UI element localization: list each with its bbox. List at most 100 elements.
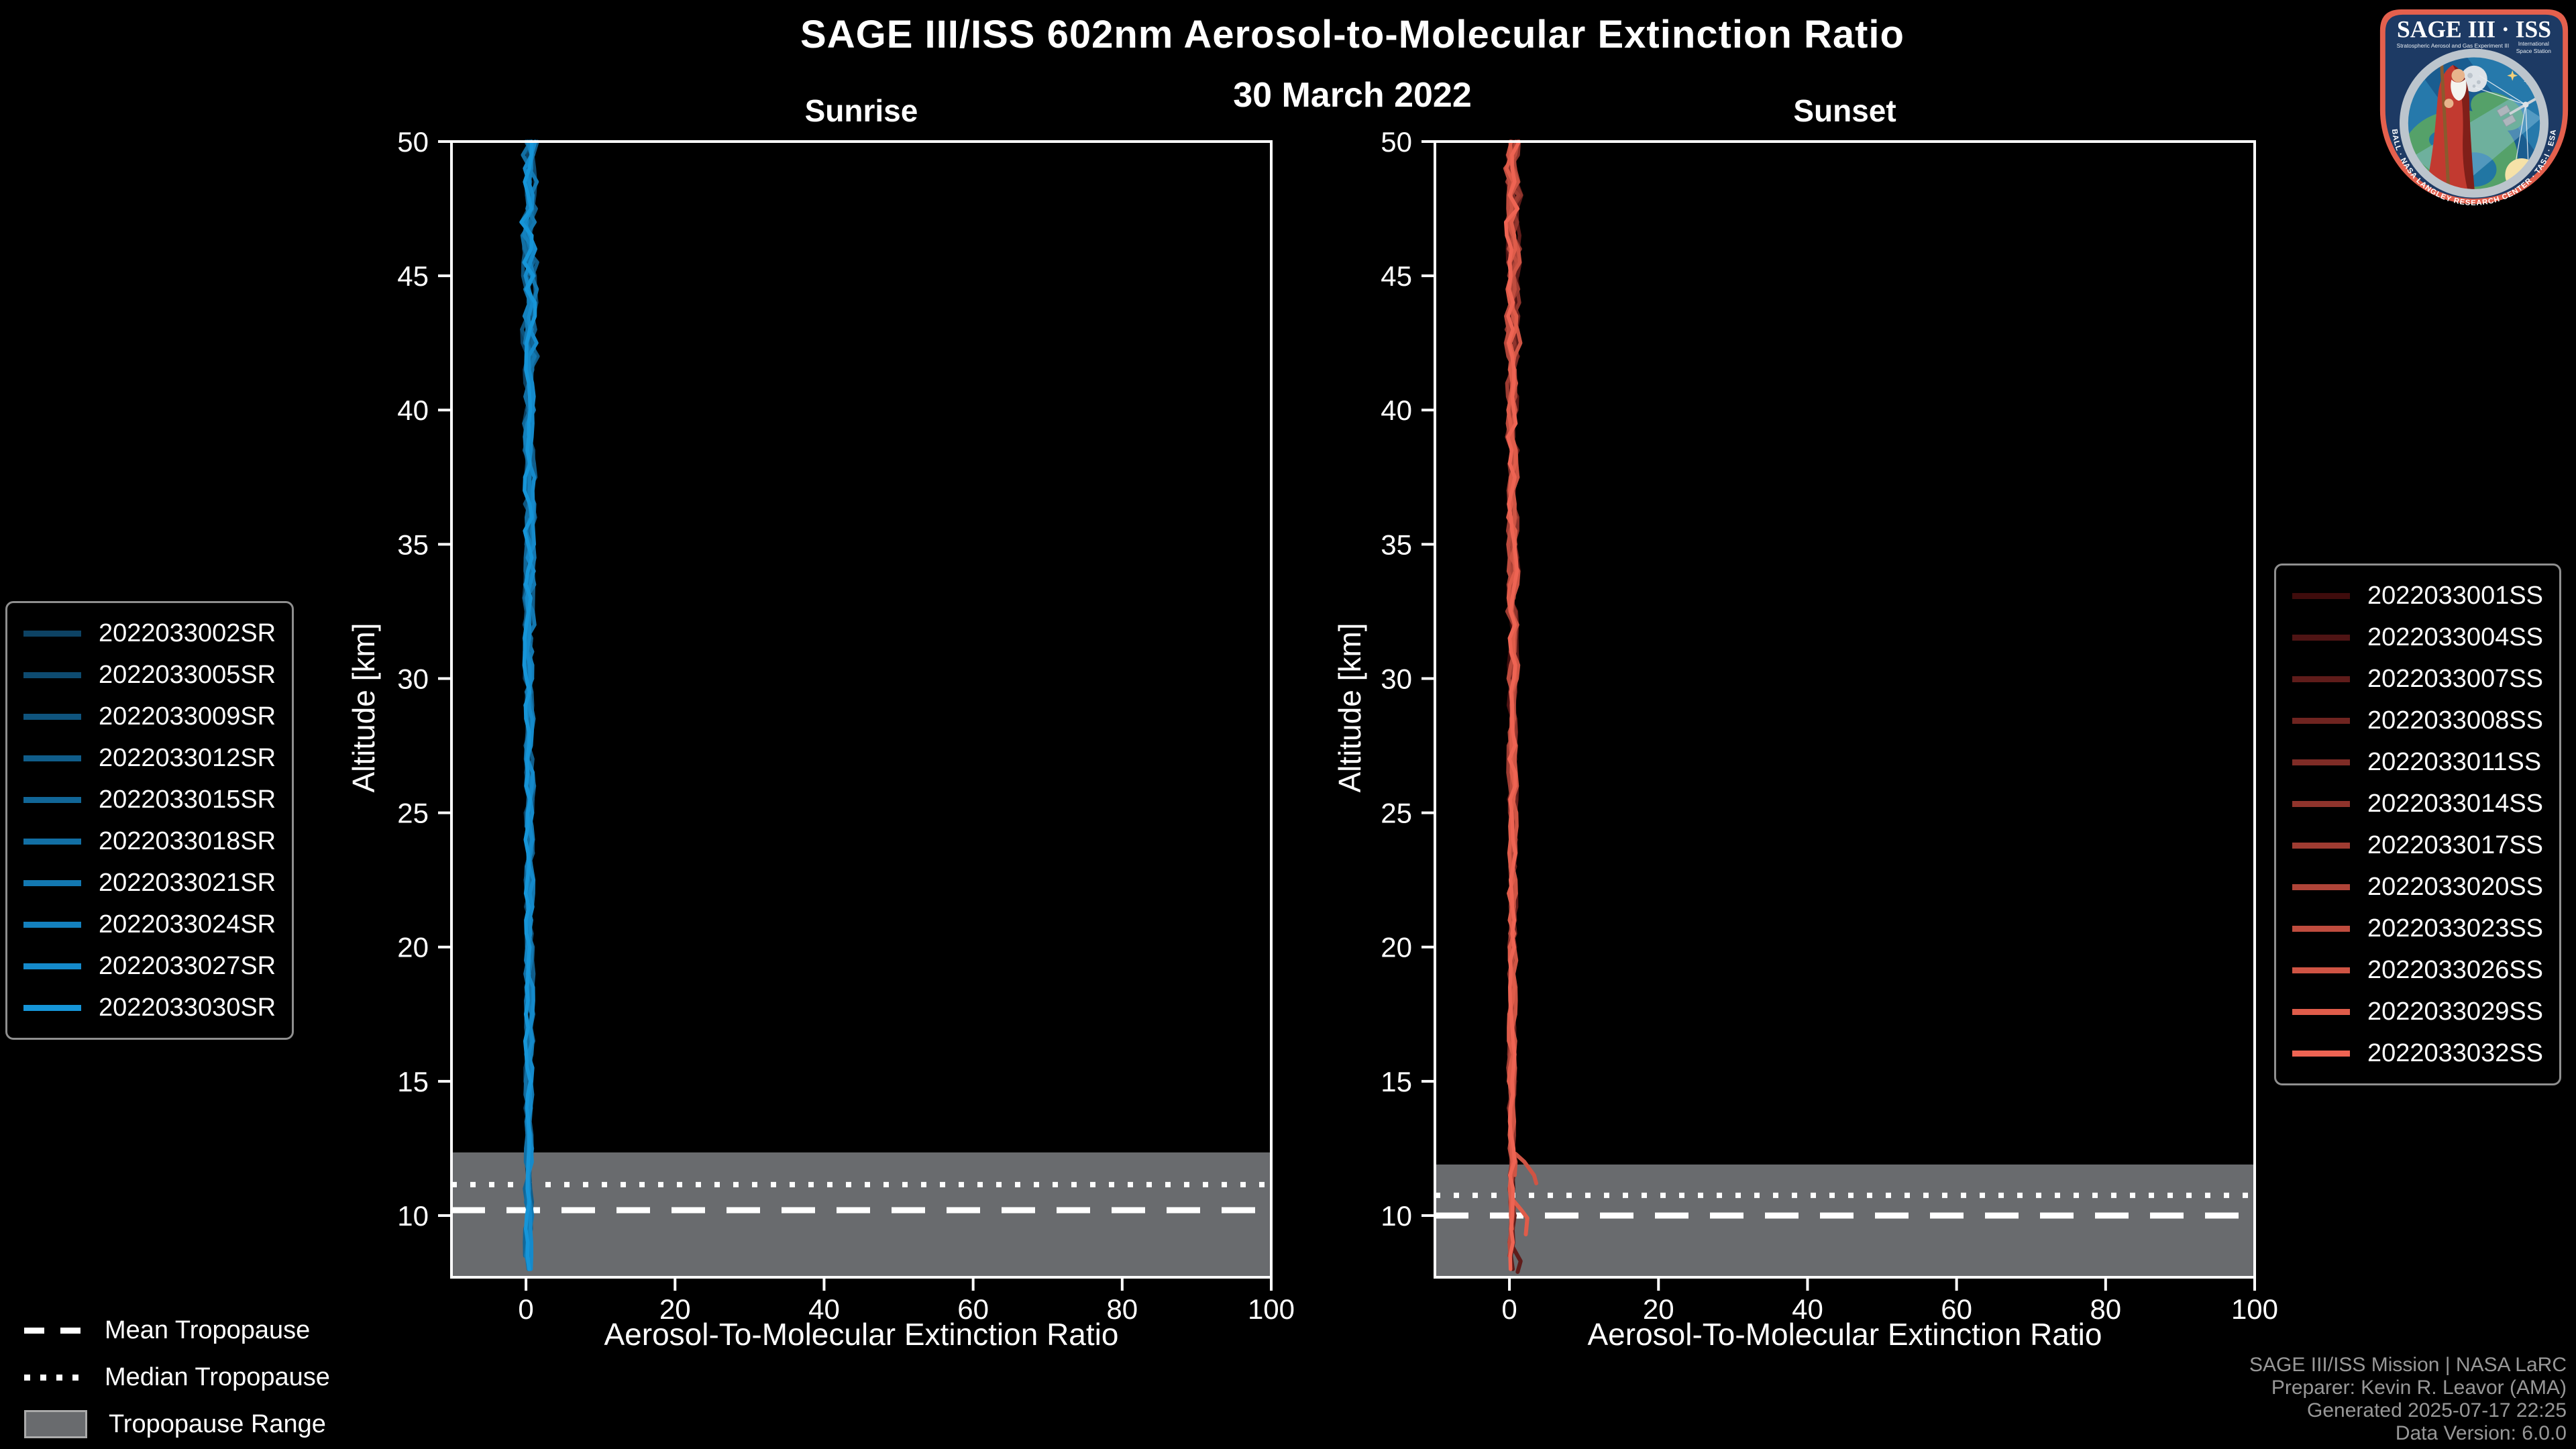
- date-subtitle: 30 March 2022: [1233, 76, 1472, 115]
- legend-label: 2022033001SS: [2367, 581, 2544, 610]
- legend-line-sample: [23, 672, 81, 678]
- legend-line-sample: [23, 630, 81, 637]
- sunrise-x-axis-label: Aerosol-To-Molecular Extinction Ratio: [604, 1317, 1119, 1352]
- legend-label: 2022033021SR: [99, 868, 276, 897]
- legend-line-sample: [2292, 800, 2350, 807]
- legend-item-2022033015SR: 2022033015SR: [23, 779, 276, 820]
- legend-item-2022033023SS: 2022033023SS: [2292, 908, 2543, 949]
- legend-label: 2022033012SR: [99, 743, 276, 772]
- legend-label: 2022033024SR: [99, 910, 276, 938]
- sunset-event-legend: 2022033001SS 2022033004SS 2022033007SS 2022…: [2274, 564, 2562, 1085]
- legend-line-sample: [2292, 1050, 2350, 1057]
- legend-item-2022033012SR: 2022033012SR: [23, 737, 276, 779]
- y-tick-label: 40: [1381, 394, 1412, 426]
- x-tick-label: 20: [1643, 1293, 1674, 1325]
- axes-box: [450, 140, 1273, 1279]
- legend-label: 2022033018SR: [99, 826, 276, 855]
- legend-line-sample: [23, 963, 81, 969]
- tropopause-legend: Mean Tropopause Median Tropopause Tropop…: [24, 1307, 330, 1448]
- y-tick-label: 45: [397, 260, 429, 292]
- legend-item-2022033029SS: 2022033029SS: [2292, 991, 2543, 1032]
- legend-item-2022033024SR: 2022033024SR: [23, 904, 276, 945]
- patch-title: SAGE III · ISS: [2397, 15, 2551, 42]
- legend-line-sample: [23, 1004, 81, 1011]
- legend-item-2022033005SR: 2022033005SR: [23, 654, 276, 696]
- y-tick-label: 50: [1381, 126, 1412, 158]
- mean-tropopause-label: Mean Tropopause: [105, 1316, 311, 1344]
- legend-label: 2022033002SR: [99, 619, 276, 647]
- patch-subtitle-right-line2: Space Station: [2516, 48, 2551, 54]
- y-tick-label: 35: [1381, 529, 1412, 560]
- legend-line-sample: [2292, 634, 2350, 641]
- legend-line-sample: [23, 879, 81, 886]
- y-tick-label: 25: [1381, 798, 1412, 829]
- legend-label: 2022033008SS: [2367, 706, 2544, 735]
- y-tick-label: 30: [397, 663, 429, 694]
- x-tick-label: 80: [2090, 1293, 2121, 1325]
- x-tick-label: 0: [518, 1293, 533, 1325]
- legend-label: 2022033029SS: [2367, 997, 2544, 1026]
- legend-label: 2022033020SS: [2367, 872, 2544, 901]
- sage-iii-iss-mission-patch: BALL · NASA LANGLEY RESEARCH CENTER · TA…: [2375, 4, 2573, 209]
- legend-item-2022033032SS: 2022033032SS: [2292, 1032, 2543, 1074]
- legend-label: 2022033014SS: [2367, 789, 2544, 818]
- legend-item-2022033001SS: 2022033001SS: [2292, 575, 2543, 616]
- profile-branch-2022033026SS: [1513, 1151, 1539, 1185]
- sunrise-chart-canvas: 0 20 40 60 80 100 50 45 40 35 30 25 20 15 10: [397, 126, 1295, 1325]
- patch-subtitle-right-line1: International: [2518, 40, 2549, 47]
- legend-label: 2022033015SR: [99, 785, 276, 814]
- page-title: SAGE III/ISS 602nm Aerosol-to-Molecular …: [800, 13, 1904, 56]
- sunset-panel-title: Sunset: [1793, 93, 1896, 128]
- legend-item-2022033009SR: 2022033009SR: [23, 696, 276, 737]
- legend-line-sample: [2292, 759, 2350, 765]
- legend-label: 2022033007SS: [2367, 664, 2544, 693]
- legend-label: 2022033009SR: [99, 702, 276, 731]
- legend-label: 2022033011SS: [2367, 747, 2542, 776]
- tropopause-range-band: [1435, 1164, 2255, 1277]
- legend-label: 2022033017SS: [2367, 830, 2544, 859]
- legend-item-2022033021SR: 2022033021SR: [23, 862, 276, 904]
- legend-item-2022033030SR: 2022033030SR: [23, 987, 276, 1028]
- sunrise-panel-title: Sunrise: [804, 93, 918, 128]
- profile-branch-2022033029SS: [1510, 1197, 1529, 1236]
- patch-subtitle-left: Stratospheric Aerosol and Gas Experiment…: [2397, 42, 2510, 49]
- median-tropopause-label: Median Tropopause: [105, 1362, 330, 1391]
- x-tick-label: 60: [957, 1293, 989, 1325]
- legend-item-2022033007SS: 2022033007SS: [2292, 658, 2543, 700]
- patch-scene: [2408, 57, 2540, 190]
- tropopause-range-label: Tropopause Range: [109, 1409, 326, 1438]
- legend-line-sample: [23, 921, 81, 928]
- x-tick-label: 80: [1106, 1293, 1138, 1325]
- footer-preparer: Preparer: Kevin R. Leavor (AMA): [2271, 1377, 2567, 1399]
- mission-patch-graphic: BALL · NASA LANGLEY RESEARCH CENTER · TA…: [2379, 9, 2569, 207]
- y-tick-label: 15: [1381, 1066, 1412, 1097]
- sunset-chart-canvas: 0 20 40 60 80 100 50 45 40 35 30 25 20 15 10: [1381, 126, 2278, 1325]
- y-tick-label: 10: [397, 1200, 429, 1232]
- footer-mission: SAGE III/ISS Mission | NASA LaRC: [2249, 1354, 2567, 1376]
- legend-item-2022033014SS: 2022033014SS: [2292, 783, 2543, 824]
- legend-item-2022033017SS: 2022033017SS: [2292, 824, 2543, 866]
- legend-label: 2022033023SS: [2367, 914, 2544, 943]
- y-tick-label: 45: [1381, 260, 1412, 292]
- occultation-rays: [2475, 75, 2529, 166]
- legend-line-sample: [2292, 925, 2350, 932]
- legend-item-2022033011SS: 2022033011SS: [2292, 741, 2543, 783]
- legend-line-sample: [23, 713, 81, 720]
- legend-item-2022033020SS: 2022033020SS: [2292, 866, 2543, 908]
- y-tick-label: 10: [1381, 1200, 1412, 1232]
- sunrise-event-legend: 2022033002SR 2022033005SR 2022033009SR 2022…: [5, 601, 294, 1040]
- legend-line-sample: [2292, 967, 2350, 973]
- legend-line-sample: [2292, 676, 2350, 682]
- x-tick-label: 40: [808, 1293, 840, 1325]
- x-tick-label: 40: [1792, 1293, 1823, 1325]
- legend-label: 2022033005SR: [99, 660, 276, 689]
- legend-item-2022033026SS: 2022033026SS: [2292, 949, 2543, 991]
- legend-item-2022033002SR: 2022033002SR: [23, 612, 276, 654]
- legend-line-sample: [2292, 842, 2350, 849]
- legend-line-sample: [23, 796, 81, 803]
- legend-label: 2022033026SS: [2367, 955, 2544, 984]
- tropopause-range-band: [451, 1152, 1271, 1277]
- y-tick-label: 30: [1381, 663, 1412, 694]
- footer-credits: SAGE III/ISS Mission | NASA LaRC Prepare…: [2249, 1354, 2567, 1445]
- legend-label: 2022033027SR: [99, 951, 276, 980]
